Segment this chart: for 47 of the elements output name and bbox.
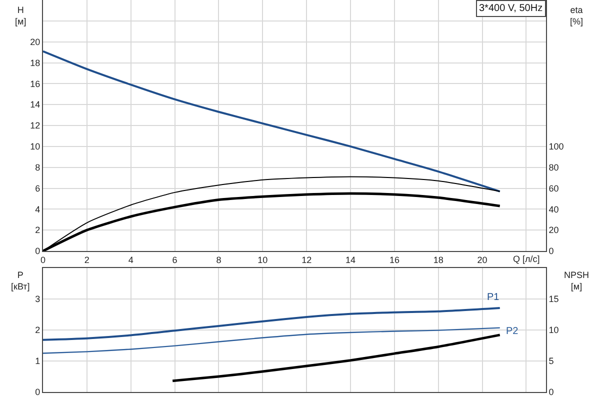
y-axis-title: P [кВт]: [11, 270, 30, 292]
y-tick-label: 0: [35, 387, 40, 398]
y-tick-label: 20: [30, 36, 40, 47]
y2-tick-label: 60: [548, 183, 559, 194]
y-tick-label: 2: [35, 225, 40, 236]
x-tick-label: 16: [389, 254, 400, 265]
chart-title: 3*400 V, 50Hz: [479, 3, 543, 14]
y-tick-label: 1: [35, 356, 40, 366]
line-series: [171, 334, 502, 382]
y-tick-label: 12: [30, 120, 40, 131]
x-tick-label: 2: [84, 254, 90, 265]
y2-tick-label: 15: [548, 294, 559, 304]
y2-tick-label: 0: [548, 387, 554, 398]
y-tick-label: 18: [30, 58, 40, 68]
y-tick-label: 3: [35, 294, 40, 304]
series-label: P2: [506, 326, 519, 337]
y-axis-title: H [м]: [15, 5, 26, 27]
y2-tick-label: 40: [548, 204, 559, 214]
y-tick-label: 8: [35, 162, 40, 172]
y2-tick-label: 0: [548, 246, 554, 256]
x-tick-label: 14: [346, 254, 356, 265]
y-tick-label: 14: [30, 100, 40, 110]
y-tick-label: 4: [35, 204, 40, 214]
line-series: [43, 327, 500, 354]
x-axis-title: Q [л/с]: [513, 254, 540, 264]
series-label: P1: [487, 292, 500, 303]
y2-tick-label: 80: [548, 162, 559, 172]
x-tick-label: 6: [172, 254, 178, 265]
y2-axis-title: NPSH [м]: [564, 270, 590, 292]
x-tick-label: 10: [258, 254, 268, 265]
y2-tick-label: 100: [548, 142, 564, 152]
x-tick-label: 8: [216, 254, 222, 265]
line-series: [43, 306, 501, 341]
y-tick-label: 10: [30, 142, 40, 152]
x-tick-label: 4: [128, 254, 134, 265]
y2-tick-label: 20: [548, 225, 559, 236]
y-tick-label: 2: [35, 325, 40, 336]
y2-axis-title: eta [%]: [570, 5, 584, 27]
y-tick-label: 0: [35, 246, 40, 256]
y-tick-label: 6: [35, 183, 40, 194]
y-tick-label: 16: [30, 78, 40, 89]
line-series: [43, 50, 501, 192]
x-tick-label: 12: [302, 254, 312, 265]
x-tick-label: 20: [477, 254, 488, 265]
y2-tick-label: 10: [548, 325, 559, 336]
x-tick-label: 18: [433, 254, 444, 265]
y2-tick-label: 5: [548, 356, 554, 366]
